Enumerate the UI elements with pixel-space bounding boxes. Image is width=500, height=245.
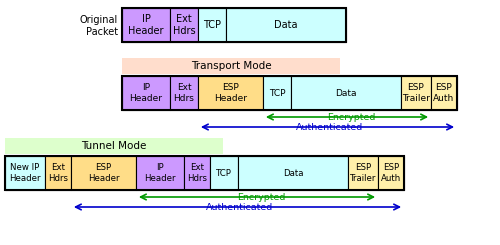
Text: Encrypted: Encrypted bbox=[237, 193, 285, 201]
Text: IP
Header: IP Header bbox=[144, 163, 176, 183]
Bar bbox=[136, 156, 184, 190]
Text: IP
Header: IP Header bbox=[130, 83, 162, 103]
Bar bbox=[122, 76, 457, 110]
Bar bbox=[291, 76, 401, 110]
Bar bbox=[45, 156, 71, 190]
Bar bbox=[170, 8, 198, 42]
Text: ESP
Auth: ESP Auth bbox=[434, 83, 454, 103]
Text: ESP
Trailer: ESP Trailer bbox=[402, 83, 430, 103]
Text: IP
Header: IP Header bbox=[128, 14, 164, 36]
Text: Ext
Hdrs: Ext Hdrs bbox=[187, 163, 207, 183]
Bar bbox=[226, 8, 346, 42]
Text: ESP
Header: ESP Header bbox=[88, 163, 120, 183]
Bar bbox=[5, 156, 404, 190]
Text: Transport Mode: Transport Mode bbox=[190, 61, 272, 71]
Text: Authenticated: Authenticated bbox=[296, 122, 363, 132]
Bar bbox=[210, 156, 238, 190]
Bar bbox=[263, 76, 291, 110]
Text: Authenticated: Authenticated bbox=[206, 203, 273, 211]
Bar bbox=[5, 138, 223, 154]
Bar bbox=[431, 76, 457, 110]
Bar bbox=[238, 156, 348, 190]
Text: TCP: TCP bbox=[216, 169, 232, 177]
Text: ESP
Trailer: ESP Trailer bbox=[350, 163, 376, 183]
Text: TCP: TCP bbox=[269, 88, 285, 98]
Text: Ext
Hdrs: Ext Hdrs bbox=[174, 83, 195, 103]
Bar bbox=[198, 8, 226, 42]
Text: Data: Data bbox=[335, 88, 357, 98]
Text: Encrypted: Encrypted bbox=[327, 112, 375, 122]
Bar bbox=[122, 76, 170, 110]
Text: Data: Data bbox=[283, 169, 303, 177]
Bar bbox=[184, 156, 210, 190]
Bar bbox=[348, 156, 378, 190]
Bar bbox=[122, 8, 170, 42]
Text: ESP
Header: ESP Header bbox=[214, 83, 247, 103]
Text: Ext
Hdrs: Ext Hdrs bbox=[48, 163, 68, 183]
Bar bbox=[122, 58, 340, 74]
Bar bbox=[198, 76, 263, 110]
Bar bbox=[122, 8, 346, 42]
Text: TCP: TCP bbox=[203, 20, 221, 30]
Text: Tunnel Mode: Tunnel Mode bbox=[82, 141, 146, 151]
Bar bbox=[378, 156, 404, 190]
Bar bbox=[5, 156, 45, 190]
Text: Data: Data bbox=[274, 20, 298, 30]
Bar bbox=[71, 156, 136, 190]
Bar bbox=[170, 76, 198, 110]
Text: Ext
Hdrs: Ext Hdrs bbox=[172, 14, 196, 36]
Text: ESP
Auth: ESP Auth bbox=[381, 163, 401, 183]
Bar bbox=[401, 76, 431, 110]
Text: New IP
Header: New IP Header bbox=[9, 163, 41, 183]
Text: Original
Packet: Original Packet bbox=[80, 15, 118, 37]
